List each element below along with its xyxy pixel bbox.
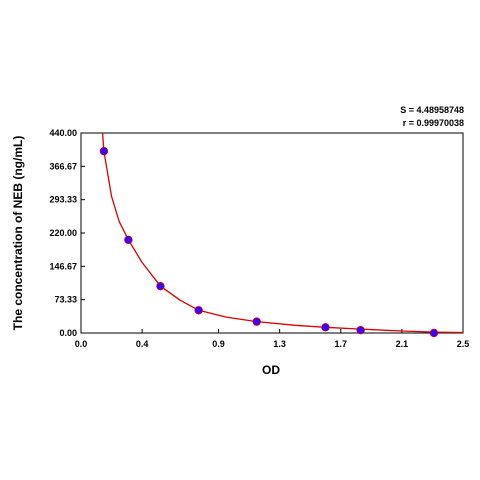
y-axis-title: The concentration of NEB (ng/mL) <box>11 136 25 331</box>
y-axis: 0.00 73.33 146.67 220.00 293.33 366.67 440.00 <box>49 128 85 338</box>
data-point <box>356 325 365 335</box>
data-point <box>99 146 109 156</box>
x-axis: 0.0 0.4 0.9 1.3 1.7 2.1 2.5 <box>75 329 470 349</box>
y-tick-label: 293.33 <box>49 195 77 205</box>
data-points-layer <box>99 146 439 338</box>
x-tick-label: 2.1 <box>396 339 409 349</box>
x-tick-label: 0.4 <box>136 339 149 349</box>
y-tick-label: 73.33 <box>54 295 77 305</box>
data-point <box>124 235 133 245</box>
y-tick-label: 0.00 <box>59 328 77 338</box>
data-point <box>252 317 261 326</box>
fit-statistics: S = 4.48958748 r = 0.99970038 <box>400 105 464 128</box>
y-tick-label: 440.00 <box>49 128 77 138</box>
x-axis-title: OD <box>262 363 280 377</box>
data-point <box>321 323 330 332</box>
fitted-curve <box>101 133 463 333</box>
x-tick-label: 0.9 <box>212 339 225 349</box>
stat-r-value: r = 0.99970038 <box>403 118 464 128</box>
x-tick-label: 2.5 <box>457 339 470 349</box>
data-point <box>194 306 203 315</box>
data-point <box>429 328 439 338</box>
x-tick-label: 0.0 <box>75 339 88 349</box>
plot-area-frame <box>80 132 464 334</box>
x-tick-label: 1.3 <box>273 339 286 349</box>
fitted-curve-layer <box>101 133 463 333</box>
y-tick-label: 366.67 <box>49 161 77 171</box>
y-tick-label: 220.00 <box>49 228 77 238</box>
stat-s-value: S = 4.48958748 <box>400 105 464 115</box>
data-point <box>156 281 165 291</box>
x-tick-label: 1.7 <box>335 339 348 349</box>
y-tick-label: 146.67 <box>49 261 77 271</box>
